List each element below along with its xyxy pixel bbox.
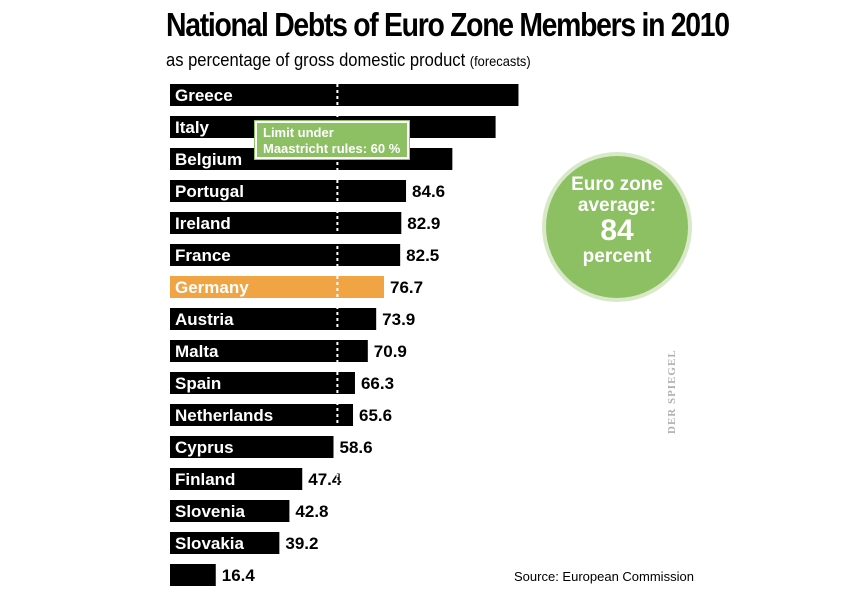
callout-line1: Limit under: [263, 125, 334, 140]
country-label-ireland: Ireland: [175, 214, 231, 233]
average-label-line2: average:: [577, 195, 657, 216]
value-label-spain: 66.3: [361, 374, 394, 393]
publisher-watermark: DER SPIEGEL: [666, 349, 678, 434]
country-label-germany: Germany: [175, 278, 249, 297]
euro-zone-average-badge: Euro zone average: 84 percent: [546, 156, 688, 298]
bar-netherlands: [170, 404, 354, 426]
bar-ireland: [170, 212, 402, 234]
maastricht-limit-callout: Limit under Maastricht rules: 60 %: [254, 120, 410, 160]
country-label-slovakia: Slovakia: [175, 534, 245, 553]
chart-subtitle: as percentage of gross domestic product …: [166, 50, 531, 71]
average-unit: percent: [582, 246, 652, 267]
value-label-austria: 73.9: [382, 310, 415, 329]
country-label-netherlands: Netherlands: [175, 406, 273, 425]
value-label-slovakia: 39.2: [285, 534, 318, 553]
country-label-cyprus: Cyprus: [175, 438, 234, 457]
value-label-luxembourg: 16.4: [222, 566, 256, 585]
value-label-germany: 76.7: [390, 278, 423, 297]
value-label-cyprus: 58.6: [339, 438, 372, 457]
value-label-malta: 70.9: [374, 342, 407, 361]
bar-germany: [170, 276, 384, 298]
bar-finland: [170, 468, 303, 490]
country-label-portugal: Portugal: [175, 182, 244, 201]
subtitle-note: (forecasts): [469, 53, 531, 69]
value-label-finland: 47.4: [308, 470, 342, 489]
bar-portugal: [170, 180, 407, 202]
bar-greece: [170, 84, 519, 106]
value-label-slovenia: 42.8: [295, 502, 328, 521]
value-label-ireland: 82.9: [407, 214, 440, 233]
bar-austria: [170, 308, 377, 330]
country-label-austria: Austria: [175, 310, 234, 329]
country-label-italy: Italy: [175, 118, 210, 137]
bar-france: [170, 244, 401, 266]
value-label-france: 82.5: [406, 246, 439, 265]
country-label-malta: Malta: [175, 342, 219, 361]
average-value: 84: [600, 214, 634, 247]
bar-spain: [170, 372, 355, 394]
bar-malta: [170, 340, 368, 362]
country-label-luxembourg: Luxembourg: [268, 566, 371, 585]
country-label-slovenia: Slovenia: [175, 502, 245, 521]
bar-cyprus: [170, 436, 334, 458]
bar-slovakia: [170, 532, 280, 554]
value-label-greece: 124.9: [468, 86, 511, 105]
bar-slovenia: [170, 500, 290, 522]
bar-luxembourg: [170, 564, 216, 586]
callout-line2: Maastricht rules: 60 %: [263, 141, 401, 156]
subtitle-text: as percentage of gross domestic product: [166, 50, 466, 70]
value-label-netherlands: 65.6: [359, 406, 392, 425]
chart-title: National Debts of Euro Zone Members in 2…: [166, 6, 730, 43]
country-label-finland: Finland: [175, 470, 235, 489]
country-label-spain: Spain: [175, 374, 221, 393]
source-note: Source: European Commission: [514, 569, 694, 584]
value-label-italy: 116.7: [446, 118, 488, 137]
value-label-portugal: 84.6: [412, 182, 445, 201]
country-label-france: France: [175, 246, 231, 265]
average-label-line1: Euro zone: [571, 174, 663, 195]
value-label-belgium: 101.2: [402, 150, 445, 169]
country-label-greece: Greece: [175, 86, 233, 105]
country-label-belgium: Belgium: [175, 150, 242, 169]
